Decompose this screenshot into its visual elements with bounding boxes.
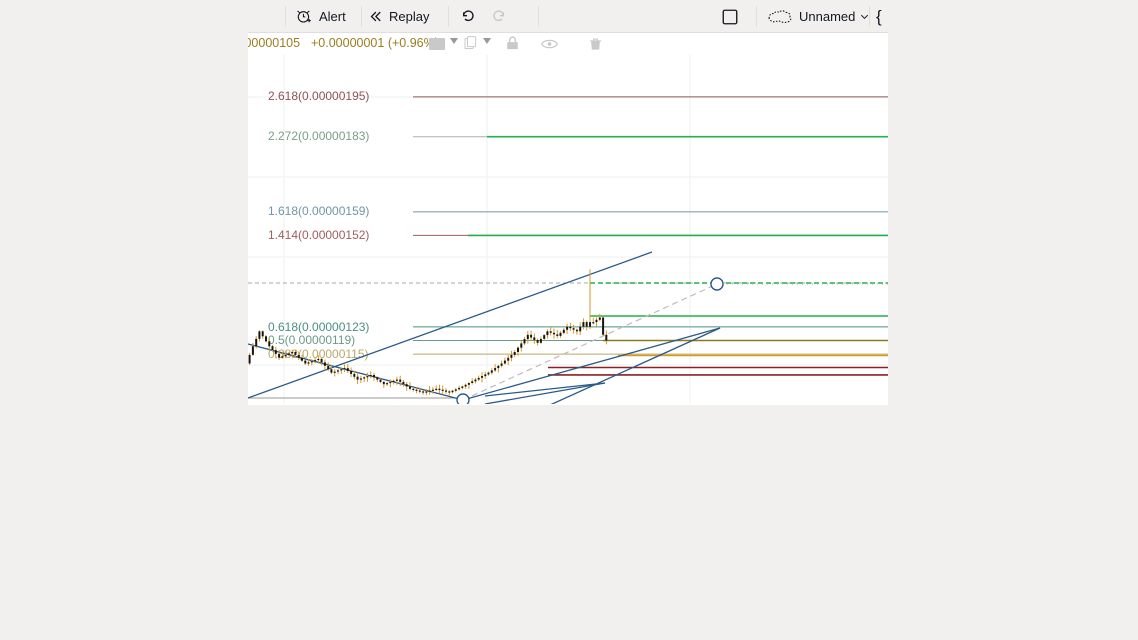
svg-text:0.5(0.00000119): 0.5(0.00000119) (268, 333, 355, 347)
svg-text:0.618(0.00000123): 0.618(0.00000123) (268, 320, 369, 334)
svg-text:2.618(0.00000195): 2.618(0.00000195) (268, 89, 369, 103)
svg-text:2.272(0.00000183): 2.272(0.00000183) (268, 129, 369, 143)
svg-text:1.414(0.00000152): 1.414(0.00000152) (268, 228, 369, 242)
svg-text:1.618(0.00000159): 1.618(0.00000159) (268, 204, 369, 218)
